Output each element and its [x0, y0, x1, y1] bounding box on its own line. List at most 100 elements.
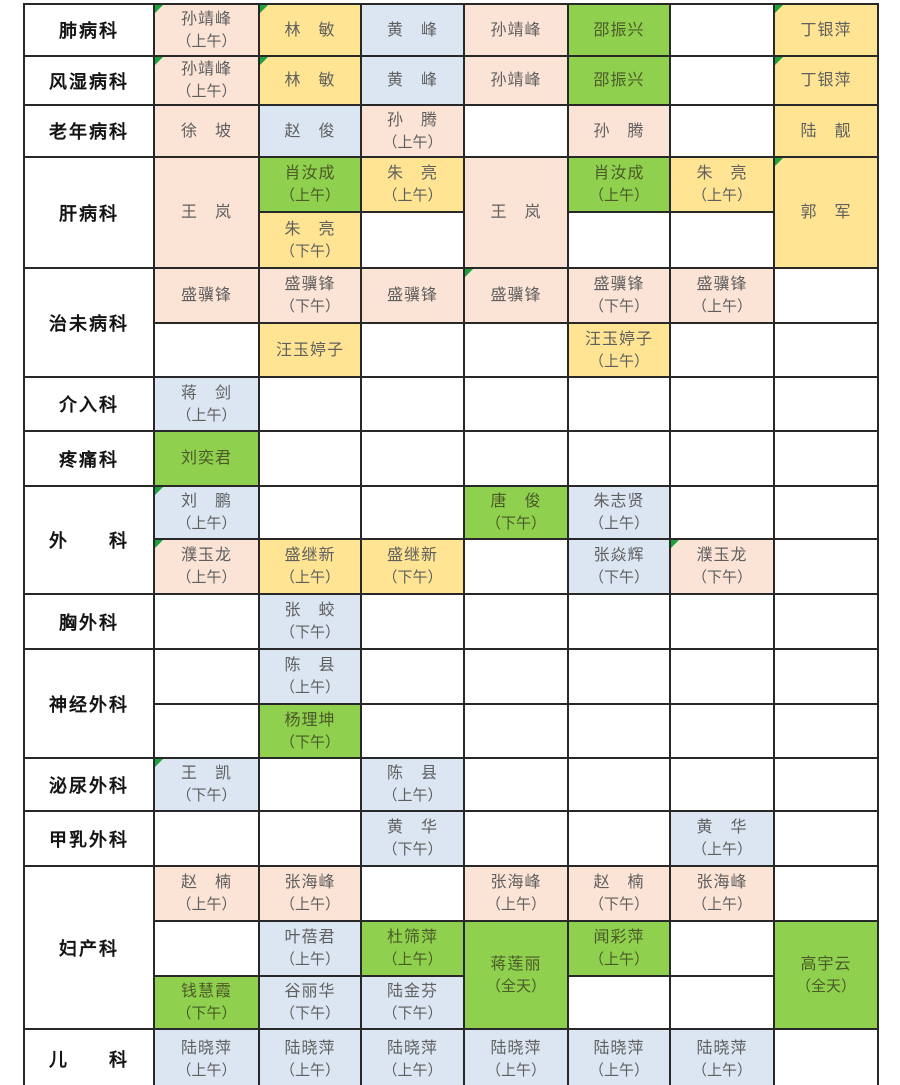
schedule-cell[interactable]: 陆金芬 （下午） [360, 975, 465, 1030]
schedule-cell[interactable]: 王 岚 [153, 156, 260, 269]
empty-cell[interactable] [463, 757, 569, 812]
schedule-cell[interactable]: 陈 县 （上午） [258, 648, 362, 705]
empty-cell[interactable] [360, 376, 465, 432]
empty-cell[interactable] [360, 865, 465, 922]
schedule-cell[interactable]: 濮玉龙 （下午） [669, 538, 775, 595]
schedule-cell[interactable]: 盛骥锋 [153, 267, 260, 324]
empty-cell[interactable] [669, 104, 775, 158]
schedule-cell[interactable]: 朱 亮 （下午） [258, 211, 362, 269]
schedule-cell[interactable]: 盛骥锋 [463, 267, 569, 324]
empty-cell[interactable] [567, 648, 671, 705]
schedule-cell[interactable]: 赵 楠 （下午） [567, 865, 671, 922]
empty-cell[interactable] [567, 211, 671, 269]
schedule-cell[interactable]: 钱慧霞 （下午） [153, 975, 260, 1030]
empty-cell[interactable] [773, 538, 879, 595]
department-cell[interactable]: 老年病科 [23, 104, 155, 158]
schedule-cell[interactable]: 刘奕君 [153, 430, 260, 487]
department-cell[interactable]: 妇产科 [23, 865, 155, 1030]
schedule-cell[interactable]: 盛继新 （上午） [258, 538, 362, 595]
empty-cell[interactable] [567, 810, 671, 867]
schedule-cell[interactable]: 蒋莲丽 （全天） [463, 920, 569, 1030]
empty-cell[interactable] [773, 430, 879, 487]
schedule-cell[interactable]: 陆晓萍 （上午） [567, 1028, 671, 1085]
schedule-cell[interactable]: 孙 腾 [567, 104, 671, 158]
empty-cell[interactable] [463, 376, 569, 432]
department-cell[interactable]: 肺病科 [23, 3, 155, 57]
empty-cell[interactable] [567, 376, 671, 432]
department-cell[interactable]: 疼痛科 [23, 430, 155, 487]
department-cell[interactable]: 肝病科 [23, 156, 155, 269]
empty-cell[interactable] [463, 810, 569, 867]
empty-cell[interactable] [153, 920, 260, 977]
empty-cell[interactable] [153, 322, 260, 378]
empty-cell[interactable] [669, 757, 775, 812]
schedule-cell[interactable]: 张焱辉 （下午） [567, 538, 671, 595]
empty-cell[interactable] [258, 430, 362, 487]
schedule-cell[interactable]: 盛骥锋 （上午） [669, 267, 775, 324]
empty-cell[interactable] [773, 485, 879, 540]
schedule-cell[interactable]: 赵 俊 [258, 104, 362, 158]
empty-cell[interactable] [153, 703, 260, 759]
schedule-cell[interactable]: 张海峰 （上午） [258, 865, 362, 922]
schedule-cell[interactable]: 黄 峰 [360, 55, 465, 106]
empty-cell[interactable] [360, 211, 465, 269]
empty-cell[interactable] [669, 975, 775, 1030]
empty-cell[interactable] [669, 376, 775, 432]
empty-cell[interactable] [463, 593, 569, 650]
empty-cell[interactable] [360, 322, 465, 378]
schedule-cell[interactable]: 陆晓萍 （上午） [153, 1028, 260, 1085]
empty-cell[interactable] [773, 267, 879, 324]
schedule-cell[interactable]: 王 岚 [463, 156, 569, 269]
department-cell[interactable]: 风湿病科 [23, 55, 155, 106]
schedule-cell[interactable]: 谷丽华 （下午） [258, 975, 362, 1030]
schedule-cell[interactable]: 孙靖峰 （上午） [153, 3, 260, 57]
schedule-cell[interactable]: 汪玉婷子 （上午） [567, 322, 671, 378]
empty-cell[interactable] [463, 430, 569, 487]
empty-cell[interactable] [773, 593, 879, 650]
empty-cell[interactable] [669, 703, 775, 759]
schedule-cell[interactable]: 肖汝成 （上午） [258, 156, 362, 213]
empty-cell[interactable] [463, 104, 569, 158]
schedule-cell[interactable]: 杜筛萍 （上午） [360, 920, 465, 977]
schedule-cell[interactable]: 盛继新 （下午） [360, 538, 465, 595]
empty-cell[interactable] [153, 593, 260, 650]
empty-cell[interactable] [669, 55, 775, 106]
empty-cell[interactable] [567, 757, 671, 812]
schedule-cell[interactable]: 盛骥锋 [360, 267, 465, 324]
empty-cell[interactable] [567, 975, 671, 1030]
department-cell[interactable]: 神经外科 [23, 648, 155, 759]
schedule-cell[interactable]: 丁银萍 [773, 3, 879, 57]
empty-cell[interactable] [669, 485, 775, 540]
schedule-cell[interactable]: 杨理坤 （下午） [258, 703, 362, 759]
schedule-cell[interactable]: 孙靖峰 [463, 3, 569, 57]
empty-cell[interactable] [360, 485, 465, 540]
schedule-cell[interactable]: 林 敏 [258, 55, 362, 106]
empty-cell[interactable] [773, 648, 879, 705]
department-cell[interactable]: 治未病科 [23, 267, 155, 378]
schedule-cell[interactable]: 邵振兴 [567, 3, 671, 57]
empty-cell[interactable] [153, 810, 260, 867]
schedule-cell[interactable]: 朱 亮 （上午） [669, 156, 775, 213]
schedule-cell[interactable]: 叶蓓君 （上午） [258, 920, 362, 977]
schedule-cell[interactable]: 林 敏 [258, 3, 362, 57]
schedule-cell[interactable]: 赵 楠 （上午） [153, 865, 260, 922]
schedule-cell[interactable]: 张海峰 （上午） [669, 865, 775, 922]
department-cell[interactable]: 泌尿外科 [23, 757, 155, 812]
empty-cell[interactable] [773, 865, 879, 922]
schedule-cell[interactable]: 盛骥锋 （下午） [258, 267, 362, 324]
schedule-cell[interactable]: 邵振兴 [567, 55, 671, 106]
department-cell[interactable]: 胸外科 [23, 593, 155, 650]
empty-cell[interactable] [669, 430, 775, 487]
empty-cell[interactable] [669, 322, 775, 378]
empty-cell[interactable] [773, 1028, 879, 1085]
schedule-cell[interactable]: 唐 俊 （下午） [463, 485, 569, 540]
schedule-cell[interactable]: 蒋 剑 （上午） [153, 376, 260, 432]
schedule-cell[interactable]: 张海峰 （上午） [463, 865, 569, 922]
empty-cell[interactable] [258, 376, 362, 432]
schedule-cell[interactable]: 陆晓萍 （上午） [360, 1028, 465, 1085]
schedule-cell[interactable]: 刘 鹏 （上午） [153, 485, 260, 540]
empty-cell[interactable] [773, 810, 879, 867]
schedule-cell[interactable]: 陆 靓 [773, 104, 879, 158]
schedule-cell[interactable]: 盛骥锋 （下午） [567, 267, 671, 324]
schedule-cell[interactable]: 朱志贤 （上午） [567, 485, 671, 540]
